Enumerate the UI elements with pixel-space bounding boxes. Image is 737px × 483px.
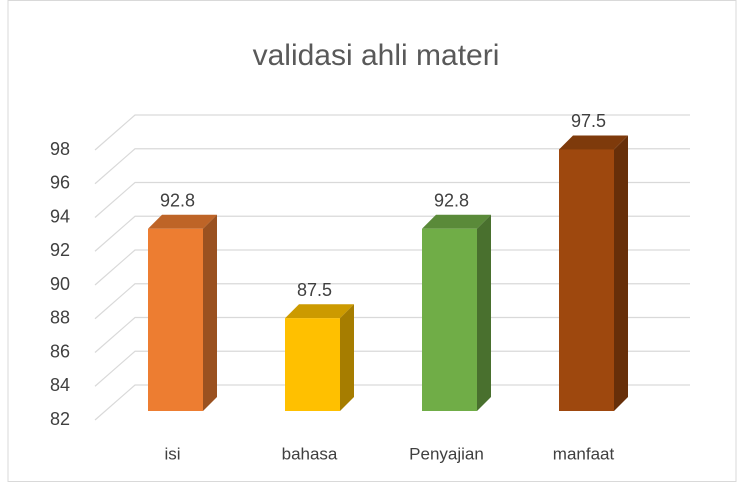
grid-line bbox=[94, 283, 690, 320]
value-label: 92.8 bbox=[160, 191, 195, 211]
chart-title: validasi ahli materi bbox=[253, 39, 500, 72]
bar bbox=[285, 318, 340, 411]
grid-line bbox=[94, 215, 690, 252]
x-tick-label: bahasa bbox=[282, 444, 338, 463]
x-tick-label: Penyajian bbox=[409, 444, 484, 463]
bar-side bbox=[340, 304, 354, 411]
y-tick-label: 98 bbox=[50, 139, 70, 159]
bar bbox=[559, 149, 614, 411]
bar-top bbox=[559, 135, 628, 150]
y-tick-label: 96 bbox=[50, 173, 70, 193]
y-tick-label: 88 bbox=[50, 308, 70, 328]
grid-line bbox=[94, 249, 690, 286]
bar-top bbox=[422, 214, 491, 229]
grid-line bbox=[94, 181, 690, 218]
value-label: 87.5 bbox=[297, 280, 332, 300]
bar-top bbox=[148, 214, 217, 229]
grid-line bbox=[94, 350, 690, 387]
y-tick-label: 86 bbox=[50, 341, 70, 361]
bar-side bbox=[477, 214, 491, 411]
x-tick-label: manfaat bbox=[553, 444, 615, 463]
bar-side bbox=[614, 135, 628, 411]
y-tick-label: 84 bbox=[50, 375, 70, 395]
x-tick-label: isi bbox=[164, 444, 180, 463]
y-tick-label: 94 bbox=[50, 206, 70, 226]
grid-line bbox=[94, 114, 690, 151]
bar-side bbox=[203, 214, 217, 411]
y-tick-label: 92 bbox=[50, 240, 70, 260]
grid-line bbox=[94, 384, 690, 421]
value-label: 92.8 bbox=[434, 191, 469, 211]
grid-line bbox=[94, 148, 690, 185]
bar bbox=[422, 228, 477, 411]
y-tick-label: 82 bbox=[50, 409, 70, 429]
y-tick-label: 90 bbox=[50, 274, 70, 294]
grid-line bbox=[94, 316, 690, 353]
bar bbox=[148, 228, 203, 411]
bar-top bbox=[285, 304, 354, 319]
value-label: 97.5 bbox=[571, 111, 606, 131]
